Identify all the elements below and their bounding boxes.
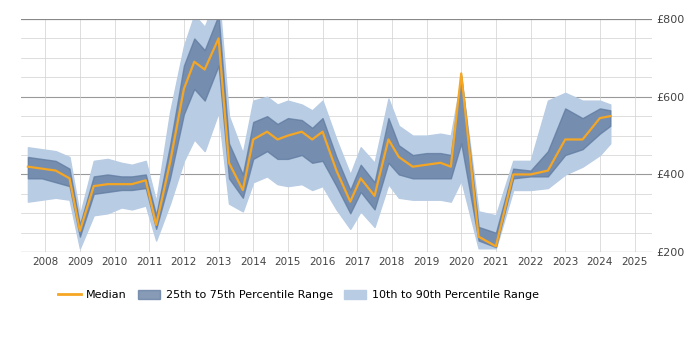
Legend: Median, 25th to 75th Percentile Range, 10th to 90th Percentile Range: Median, 25th to 75th Percentile Range, 1… — [54, 286, 543, 305]
